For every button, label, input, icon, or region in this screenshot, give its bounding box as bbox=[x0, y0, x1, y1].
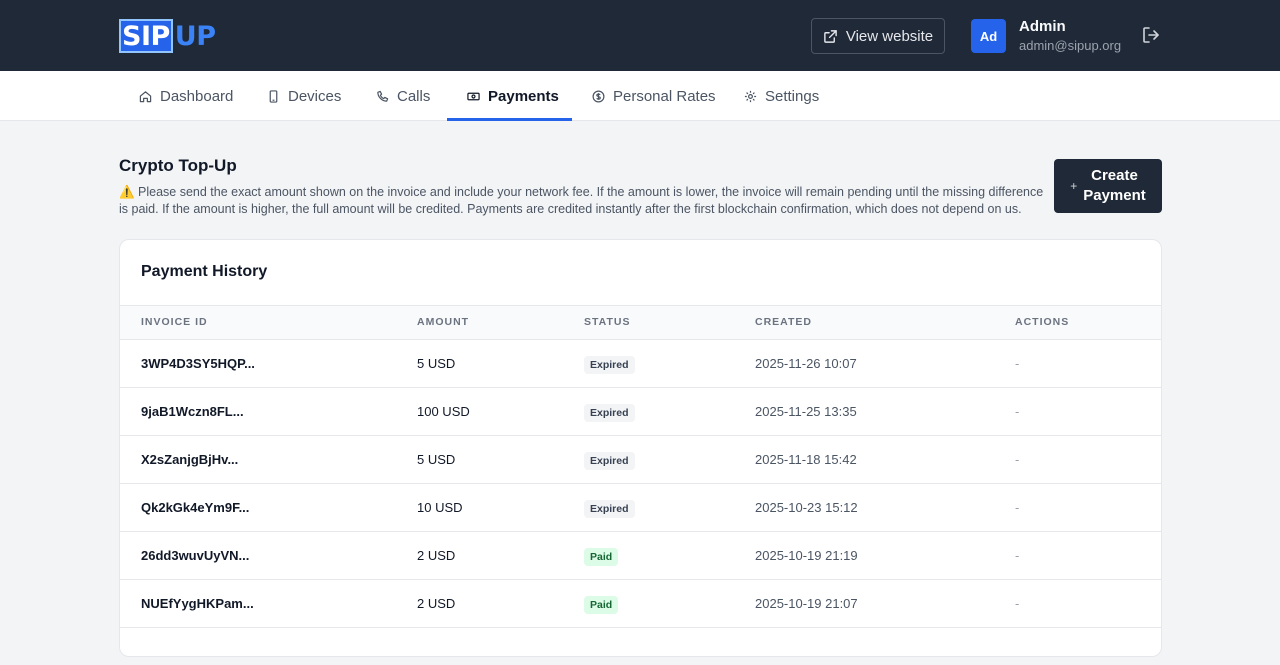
amount: 5 USD bbox=[417, 356, 456, 371]
nav-label-devices: Devices bbox=[288, 87, 342, 105]
status-badge: Paid bbox=[584, 548, 619, 566]
amount: 5 USD bbox=[417, 452, 456, 467]
active-tab-indicator bbox=[447, 118, 572, 121]
nav-item-settings[interactable]: Settings bbox=[744, 71, 819, 121]
column-header-actions: ACTIONS bbox=[1015, 316, 1070, 328]
money-icon bbox=[467, 92, 480, 100]
created-date: 2025-11-25 13:35 bbox=[755, 404, 857, 419]
created-date: 2025-11-18 15:42 bbox=[755, 452, 857, 467]
table-header: INVOICE ID AMOUNT STATUS CREATED ACTIONS bbox=[120, 305, 1161, 340]
create-payment-label: Create Payment bbox=[1083, 166, 1146, 206]
table-row[interactable]: NUEfYygHKPam... 2 USD Paid 2025-10-19 21:07… bbox=[120, 580, 1161, 628]
invoice-id[interactable]: Qk2kGk4eYm9F... bbox=[141, 500, 250, 515]
create-payment-button[interactable]: + Create Payment bbox=[1054, 159, 1162, 213]
nav-item-devices[interactable]: Devices bbox=[267, 71, 341, 121]
status-badge: Expired bbox=[584, 404, 635, 422]
dollar-icon bbox=[592, 90, 605, 102]
nav-item-personal-rates[interactable]: Personal Rates bbox=[592, 71, 716, 121]
status-cell: Paid bbox=[584, 595, 619, 614]
actions-placeholder: - bbox=[1015, 452, 1020, 467]
created-date: 2025-11-26 10:07 bbox=[755, 356, 857, 371]
top-bar: SIP UP View website Ad Admin admin@sipup… bbox=[0, 0, 1280, 71]
column-header-amount: AMOUNT bbox=[417, 316, 470, 328]
main-nav: Dashboard Devices Calls Payments Persona… bbox=[0, 71, 1280, 121]
amount: 10 USD bbox=[417, 500, 463, 515]
plus-icon: + bbox=[1070, 179, 1078, 193]
invoice-id[interactable]: 3WP4D3SY5HQP... bbox=[141, 356, 255, 371]
status-cell: Expired bbox=[584, 355, 635, 374]
page-title: Crypto Top-Up bbox=[119, 156, 237, 175]
create-label-line1: Create bbox=[1091, 167, 1138, 184]
table-row[interactable]: 26dd3wuvUyVN... 2 USD Paid 2025-10-19 21:19… bbox=[120, 532, 1161, 580]
actions-placeholder: - bbox=[1015, 596, 1020, 611]
status-badge: Paid bbox=[584, 596, 619, 614]
nav-label-dashboard: Dashboard bbox=[160, 87, 234, 105]
logo-primary: SIP bbox=[119, 19, 173, 53]
nav-label-settings: Settings bbox=[765, 87, 820, 105]
nav-item-payments[interactable]: Payments bbox=[467, 71, 559, 121]
invoice-id[interactable]: X2sZanjgBjHv... bbox=[141, 452, 239, 467]
view-website-button[interactable]: View website bbox=[811, 18, 945, 54]
actions-placeholder: - bbox=[1015, 356, 1020, 371]
actions-placeholder: - bbox=[1015, 548, 1020, 563]
actions-placeholder: - bbox=[1015, 404, 1020, 419]
status-cell: Paid bbox=[584, 547, 619, 566]
payment-notice: ⚠️ Please send the exact amount shown on… bbox=[119, 185, 1044, 216]
nav-label-calls: Calls bbox=[397, 87, 431, 105]
nav-item-dashboard[interactable]: Dashboard bbox=[139, 71, 233, 121]
column-header-status: STATUS bbox=[584, 316, 631, 328]
nav-label-personal-rates: Personal Rates bbox=[613, 87, 716, 105]
user-email: admin@sipup.org bbox=[1019, 38, 1122, 53]
amount: 2 USD bbox=[417, 596, 456, 611]
user-name: Admin bbox=[1019, 18, 1066, 35]
nav-label-payments: Payments bbox=[488, 87, 559, 105]
created-date: 2025-10-23 15:12 bbox=[755, 500, 858, 515]
sipup-logo[interactable]: SIP UP bbox=[119, 19, 216, 53]
created-date: 2025-10-19 21:07 bbox=[755, 596, 858, 611]
create-label-line2: Payment bbox=[1083, 187, 1146, 204]
payment-history-title: Payment History bbox=[141, 263, 268, 280]
status-badge: Expired bbox=[584, 500, 635, 518]
table-row[interactable]: X2sZanjgBjHv... 5 USD Expired 2025-11-18 15… bbox=[120, 436, 1161, 484]
amount: 100 USD bbox=[417, 404, 470, 419]
invoice-id[interactable]: 26dd3wuvUyVN... bbox=[141, 548, 250, 563]
column-header-created: CREATED bbox=[755, 316, 812, 328]
status-cell: Expired bbox=[584, 451, 635, 470]
table-row[interactable]: Qk2kGk4eYm9F... 10 USD Expired 2025-10-23 1… bbox=[120, 484, 1161, 532]
phone-device-icon bbox=[269, 89, 278, 103]
status-badge: Expired bbox=[584, 356, 635, 374]
column-header-invoice-id: INVOICE ID bbox=[141, 316, 208, 328]
phone-icon bbox=[377, 90, 389, 102]
home-icon bbox=[139, 90, 152, 102]
actions-placeholder: - bbox=[1015, 500, 1020, 515]
payment-history-card: Payment History INVOICE ID AMOUNT STATUS… bbox=[119, 239, 1162, 657]
view-website-label: View website bbox=[845, 27, 934, 45]
logo-secondary: UP bbox=[174, 20, 216, 52]
amount: 2 USD bbox=[417, 548, 456, 563]
status-cell: Expired bbox=[584, 499, 635, 518]
gear-icon bbox=[744, 90, 757, 102]
created-date: 2025-10-19 21:19 bbox=[755, 548, 858, 563]
invoice-id[interactable]: NUEfYygHKPam... bbox=[141, 596, 254, 611]
invoice-id[interactable]: 9jaB1Wczn8FL... bbox=[141, 404, 244, 419]
avatar[interactable]: Ad bbox=[971, 19, 1006, 53]
external-link-icon bbox=[824, 29, 837, 43]
logout-icon[interactable] bbox=[1141, 25, 1161, 45]
nav-item-calls[interactable]: Calls bbox=[376, 71, 430, 121]
status-badge: Expired bbox=[584, 452, 635, 470]
status-cell: Expired bbox=[584, 403, 635, 422]
table-row[interactable]: 9jaB1Wczn8FL... 100 USD Expired 2025-11-25 … bbox=[120, 388, 1161, 436]
table-row[interactable]: 3WP4D3SY5HQP... 5 USD Expired 2025-11-26 10… bbox=[120, 340, 1161, 388]
